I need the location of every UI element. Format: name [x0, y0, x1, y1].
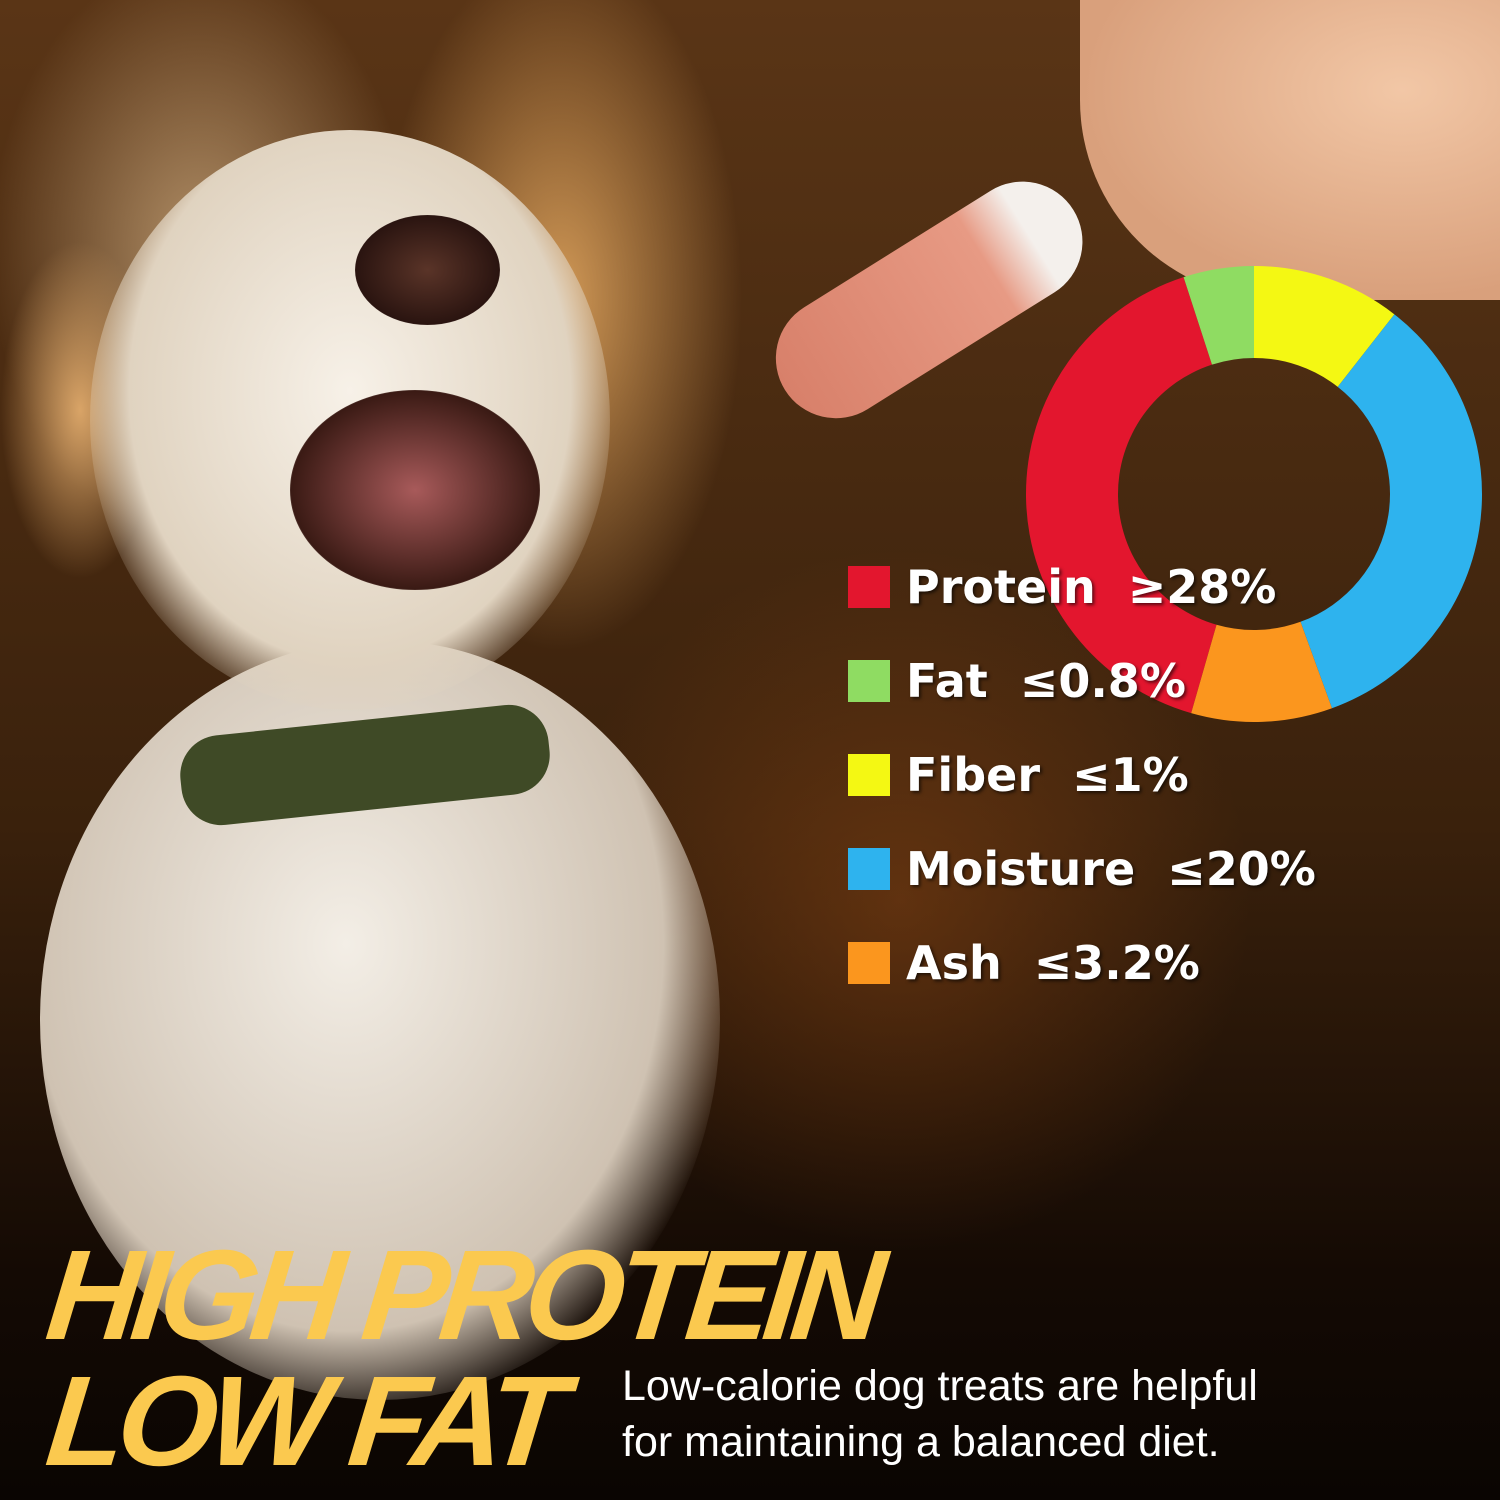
legend-swatch	[848, 848, 890, 890]
legend-label: Ash ≤3.2%	[906, 936, 1200, 990]
legend-item-protein: Protein ≥28%	[848, 540, 1316, 634]
subtitle-line-2: for maintaining a balanced diet.	[622, 1418, 1220, 1466]
dog-nose	[355, 215, 500, 325]
legend-swatch	[848, 942, 890, 984]
legend-item-ash: Ash ≤3.2%	[848, 916, 1316, 1010]
hand	[1080, 0, 1500, 300]
legend-item-moisture: Moisture ≤20%	[848, 822, 1316, 916]
donut-segment-moisture	[1300, 314, 1482, 709]
legend-swatch	[848, 660, 890, 702]
legend-label: Fat ≤0.8%	[906, 654, 1186, 708]
subtitle: Low-calorie dog treats are helpful for m…	[622, 1358, 1258, 1470]
legend-label: Fiber ≤1%	[906, 748, 1189, 802]
legend-item-fat: Fat ≤0.8%	[848, 634, 1316, 728]
legend-swatch	[848, 566, 890, 608]
subtitle-line-1: Low-calorie dog treats are helpful	[622, 1362, 1258, 1410]
donut-segment-fiber	[1254, 266, 1395, 387]
donut-segment-ash	[1191, 621, 1332, 722]
chart-legend: Protein ≥28% Fat ≤0.8% Fiber ≤1% Moistur…	[848, 540, 1316, 1010]
donut-segment-protein	[1026, 277, 1217, 714]
headline-line-2: LOW FAT	[40, 1350, 566, 1493]
legend-swatch	[848, 754, 890, 796]
legend-label: Protein ≥28%	[906, 560, 1277, 614]
dog-mouth	[290, 390, 540, 590]
headline-line-1: HIGH PROTEIN	[40, 1224, 885, 1367]
legend-item-fiber: Fiber ≤1%	[848, 728, 1316, 822]
donut-segment-fat	[1183, 266, 1254, 365]
legend-label: Moisture ≤20%	[906, 842, 1316, 896]
